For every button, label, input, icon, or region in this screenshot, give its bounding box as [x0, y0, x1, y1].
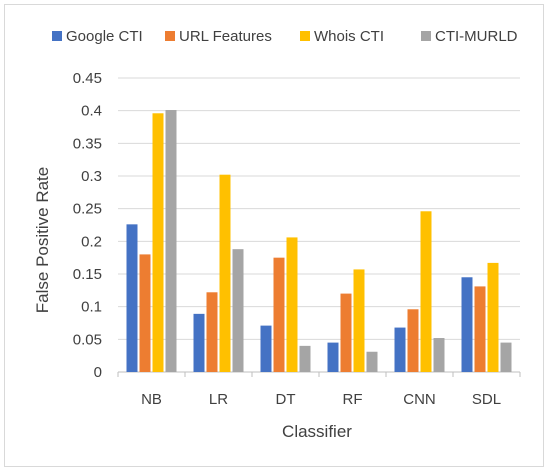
y-tick-label: 0.4 — [81, 103, 102, 120]
y-tick-label: 0.05 — [73, 331, 102, 348]
bar-google-cti-dt — [260, 325, 272, 372]
bar-cti-murld-lr — [232, 249, 244, 372]
bar-google-cti-nb — [126, 224, 138, 372]
y-tick-label: 0 — [94, 364, 102, 381]
bar-url-features-nb — [139, 254, 151, 372]
legend: Google CTI URL Features Whois CTI CTI-MURLD — [52, 28, 518, 45]
legend-swatch — [52, 31, 62, 41]
bar-google-cti-rf — [327, 342, 339, 372]
x-tick-label: DT — [276, 391, 296, 408]
bar-whois-cti-nb — [152, 113, 164, 372]
x-tick-label: NB — [141, 391, 162, 408]
x-tick-label: CNN — [403, 391, 436, 408]
bar-url-features-lr — [206, 292, 218, 372]
bar-url-features-dt — [273, 257, 285, 372]
y-tick-label: 0.35 — [73, 135, 102, 152]
chart-frame — [4, 4, 544, 467]
y-tick-label: 0.45 — [73, 70, 102, 87]
bar-google-cti-lr — [193, 313, 205, 372]
bar-cti-murld-dt — [299, 345, 311, 372]
bar-whois-cti-lr — [219, 174, 231, 372]
bar-cti-murld-rf — [366, 351, 378, 372]
legend-label: CTI-MURLD — [435, 28, 518, 45]
bar-google-cti-sdl — [461, 277, 473, 372]
bar-url-features-sdl — [474, 286, 486, 372]
x-axis-title: Classifier — [282, 422, 352, 441]
legend-label: Whois CTI — [314, 28, 384, 45]
bar-whois-cti-rf — [353, 269, 365, 372]
legend-swatch — [165, 31, 175, 41]
legend-label: Google CTI — [66, 28, 143, 45]
bar-cti-murld-nb — [165, 110, 177, 372]
bar-cti-murld-cnn — [433, 338, 445, 372]
y-tick-label: 0.25 — [73, 201, 102, 218]
y-tick-label: 0.15 — [73, 266, 102, 283]
bar-url-features-rf — [340, 293, 352, 372]
bar-url-features-cnn — [407, 309, 419, 372]
gridlines — [117, 77, 521, 377]
x-tick-label: SDL — [472, 391, 501, 408]
bar-whois-cti-sdl — [487, 262, 499, 372]
bar-whois-cti-cnn — [420, 211, 432, 372]
y-tick-label: 0.1 — [81, 299, 102, 316]
legend-swatch — [421, 31, 431, 41]
bars — [126, 110, 512, 372]
x-tick-label: LR — [209, 391, 228, 408]
bar-cti-murld-sdl — [500, 342, 512, 372]
bar-google-cti-cnn — [394, 327, 406, 372]
x-tick-label: RF — [343, 391, 363, 408]
y-axis-ticks: 0 0.05 0.1 0.15 0.2 0.25 0.3 0.35 0.4 0.45 — [73, 70, 102, 381]
y-tick-label: 0.3 — [81, 168, 102, 185]
x-axis-ticks: NB LR DT RF CNN SDL — [141, 391, 501, 408]
y-axis-title: False Positive Rate — [33, 167, 52, 313]
legend-swatch — [300, 31, 310, 41]
bar-whois-cti-dt — [286, 237, 298, 372]
legend-label: URL Features — [179, 28, 272, 45]
y-tick-label: 0.2 — [81, 233, 102, 250]
